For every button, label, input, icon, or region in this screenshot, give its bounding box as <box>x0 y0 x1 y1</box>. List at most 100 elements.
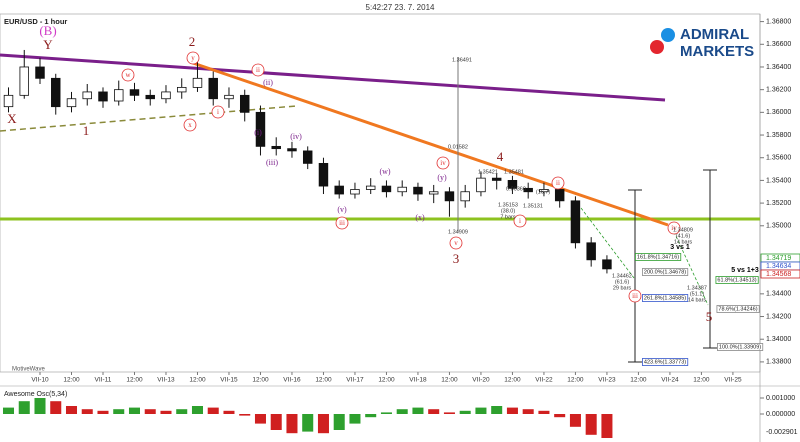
wave-label: iii <box>632 292 638 300</box>
osc-tick-label: 0.000000 <box>766 411 795 418</box>
osc-bar <box>585 414 597 435</box>
osc-bar <box>569 414 581 427</box>
osc-bar <box>428 409 440 414</box>
logo-dot <box>661 28 675 42</box>
osc-bar <box>601 414 613 438</box>
osc-bar <box>65 406 78 414</box>
candle-body <box>208 77 218 100</box>
brand: MARKETS <box>680 43 754 60</box>
annotation: (51.1) <box>690 291 705 297</box>
annotation: 1.35421 <box>478 169 498 175</box>
wave-label: ii <box>256 66 260 74</box>
y-tick-label: 1.36600 <box>766 41 791 48</box>
y-tick-label: 1.35800 <box>766 132 791 139</box>
y-tick-label: 1.35600 <box>766 155 791 162</box>
price-tag-label: 1.34634 <box>766 263 791 270</box>
timestamp: 5:42:27 23. 7. 2014 <box>366 3 436 12</box>
wave-circle <box>667 221 681 235</box>
candle-body <box>161 91 171 100</box>
osc-bar <box>97 410 109 414</box>
annotation: (iv) <box>290 132 302 141</box>
x-tick-label: 12:00 <box>504 377 521 384</box>
x-tick-label: VII-10 <box>31 377 49 384</box>
osc-bar <box>302 414 314 432</box>
annotation: 0.00360 <box>506 186 526 192</box>
candle-body <box>554 189 565 202</box>
osc-bar <box>239 414 251 416</box>
candle-body <box>82 91 92 100</box>
wave-label: iv <box>671 224 677 232</box>
y-tick-label: 1.35200 <box>766 200 791 207</box>
price-tag-label: 1.34719 <box>766 255 791 262</box>
annotation: 1.34387 <box>687 285 707 291</box>
fib-box <box>715 276 759 284</box>
x-tick-label: VII-22 <box>535 377 553 384</box>
candle-body <box>460 191 470 202</box>
y-tick-label: 1.36400 <box>766 64 791 71</box>
x-tick-label: 12:00 <box>693 377 710 384</box>
osc-bar <box>349 414 361 424</box>
osc-bar <box>443 412 455 414</box>
annotation: 14 bars <box>688 297 707 303</box>
y-tick-label: 1.35000 <box>766 223 791 230</box>
y-tick-label: 1.34200 <box>766 313 791 320</box>
annotation: (ii) <box>263 78 273 87</box>
osc-bar <box>365 414 377 418</box>
x-tick-label: 12:00 <box>315 377 332 384</box>
candle-body <box>381 185 392 193</box>
fib-box <box>716 305 760 313</box>
annotation: 0.01582 <box>448 144 468 150</box>
annotation: (x) <box>415 213 425 222</box>
y-tick-label: 1.33800 <box>766 359 791 366</box>
fib-label: 100.0%(1.33909) <box>719 344 761 350</box>
annotation: 7 bars <box>500 214 516 220</box>
y-tick-label: 1.34400 <box>766 291 791 298</box>
candle-body <box>413 186 423 195</box>
fib-box <box>641 268 689 276</box>
annotation: Y <box>43 37 53 52</box>
candle-body <box>3 94 14 108</box>
y-tick-label: 1.34000 <box>766 336 791 343</box>
fib-label: 78.6%(1.34246) <box>718 306 757 312</box>
candle-body <box>287 148 297 152</box>
x-tick-label: VII-17 <box>346 377 364 384</box>
annotation: 1.34909 <box>448 229 468 235</box>
wave-circle <box>513 214 527 228</box>
candle-body <box>255 111 266 147</box>
candle-body <box>523 187 533 193</box>
wave-label: y <box>191 54 195 62</box>
wave-label: x <box>188 121 192 129</box>
osc-bar <box>160 410 172 414</box>
wave-circle <box>436 156 450 170</box>
x-tick-label: VII-18 <box>409 377 427 384</box>
annotation: 4 <box>497 149 504 164</box>
osc-bar <box>412 407 424 414</box>
oscillator-title: Awesome Osc(5,34) <box>4 391 67 398</box>
osc-bar <box>333 414 345 430</box>
wave-circle <box>628 289 642 303</box>
fib-box <box>716 343 764 351</box>
fib-box <box>634 253 682 261</box>
wave-circle <box>121 68 135 82</box>
annotation: 5 vs 1+3 <box>731 267 759 274</box>
annotation: (61.6) <box>615 279 630 285</box>
annotation: (i) <box>254 128 262 137</box>
x-tick-label: 12:00 <box>189 377 206 384</box>
osc-bar <box>113 409 125 414</box>
x-tick-label: VII-11 <box>95 377 112 384</box>
annotation: 14 bars <box>674 239 693 245</box>
candle-body <box>602 259 612 270</box>
candle-body <box>239 94 250 113</box>
x-tick-label: VII-20 <box>472 377 490 384</box>
candle-body <box>35 66 45 79</box>
osc-bar <box>506 407 518 414</box>
x-tick-label: 12:00 <box>567 377 584 384</box>
wave-label: i <box>519 217 521 225</box>
osc-bar <box>191 406 203 414</box>
y-tick-label: 1.35400 <box>766 177 791 184</box>
candle-body <box>586 242 596 261</box>
wave-circle <box>183 118 197 132</box>
candle-body <box>428 191 439 195</box>
x-tick-label: 12:00 <box>252 377 269 384</box>
